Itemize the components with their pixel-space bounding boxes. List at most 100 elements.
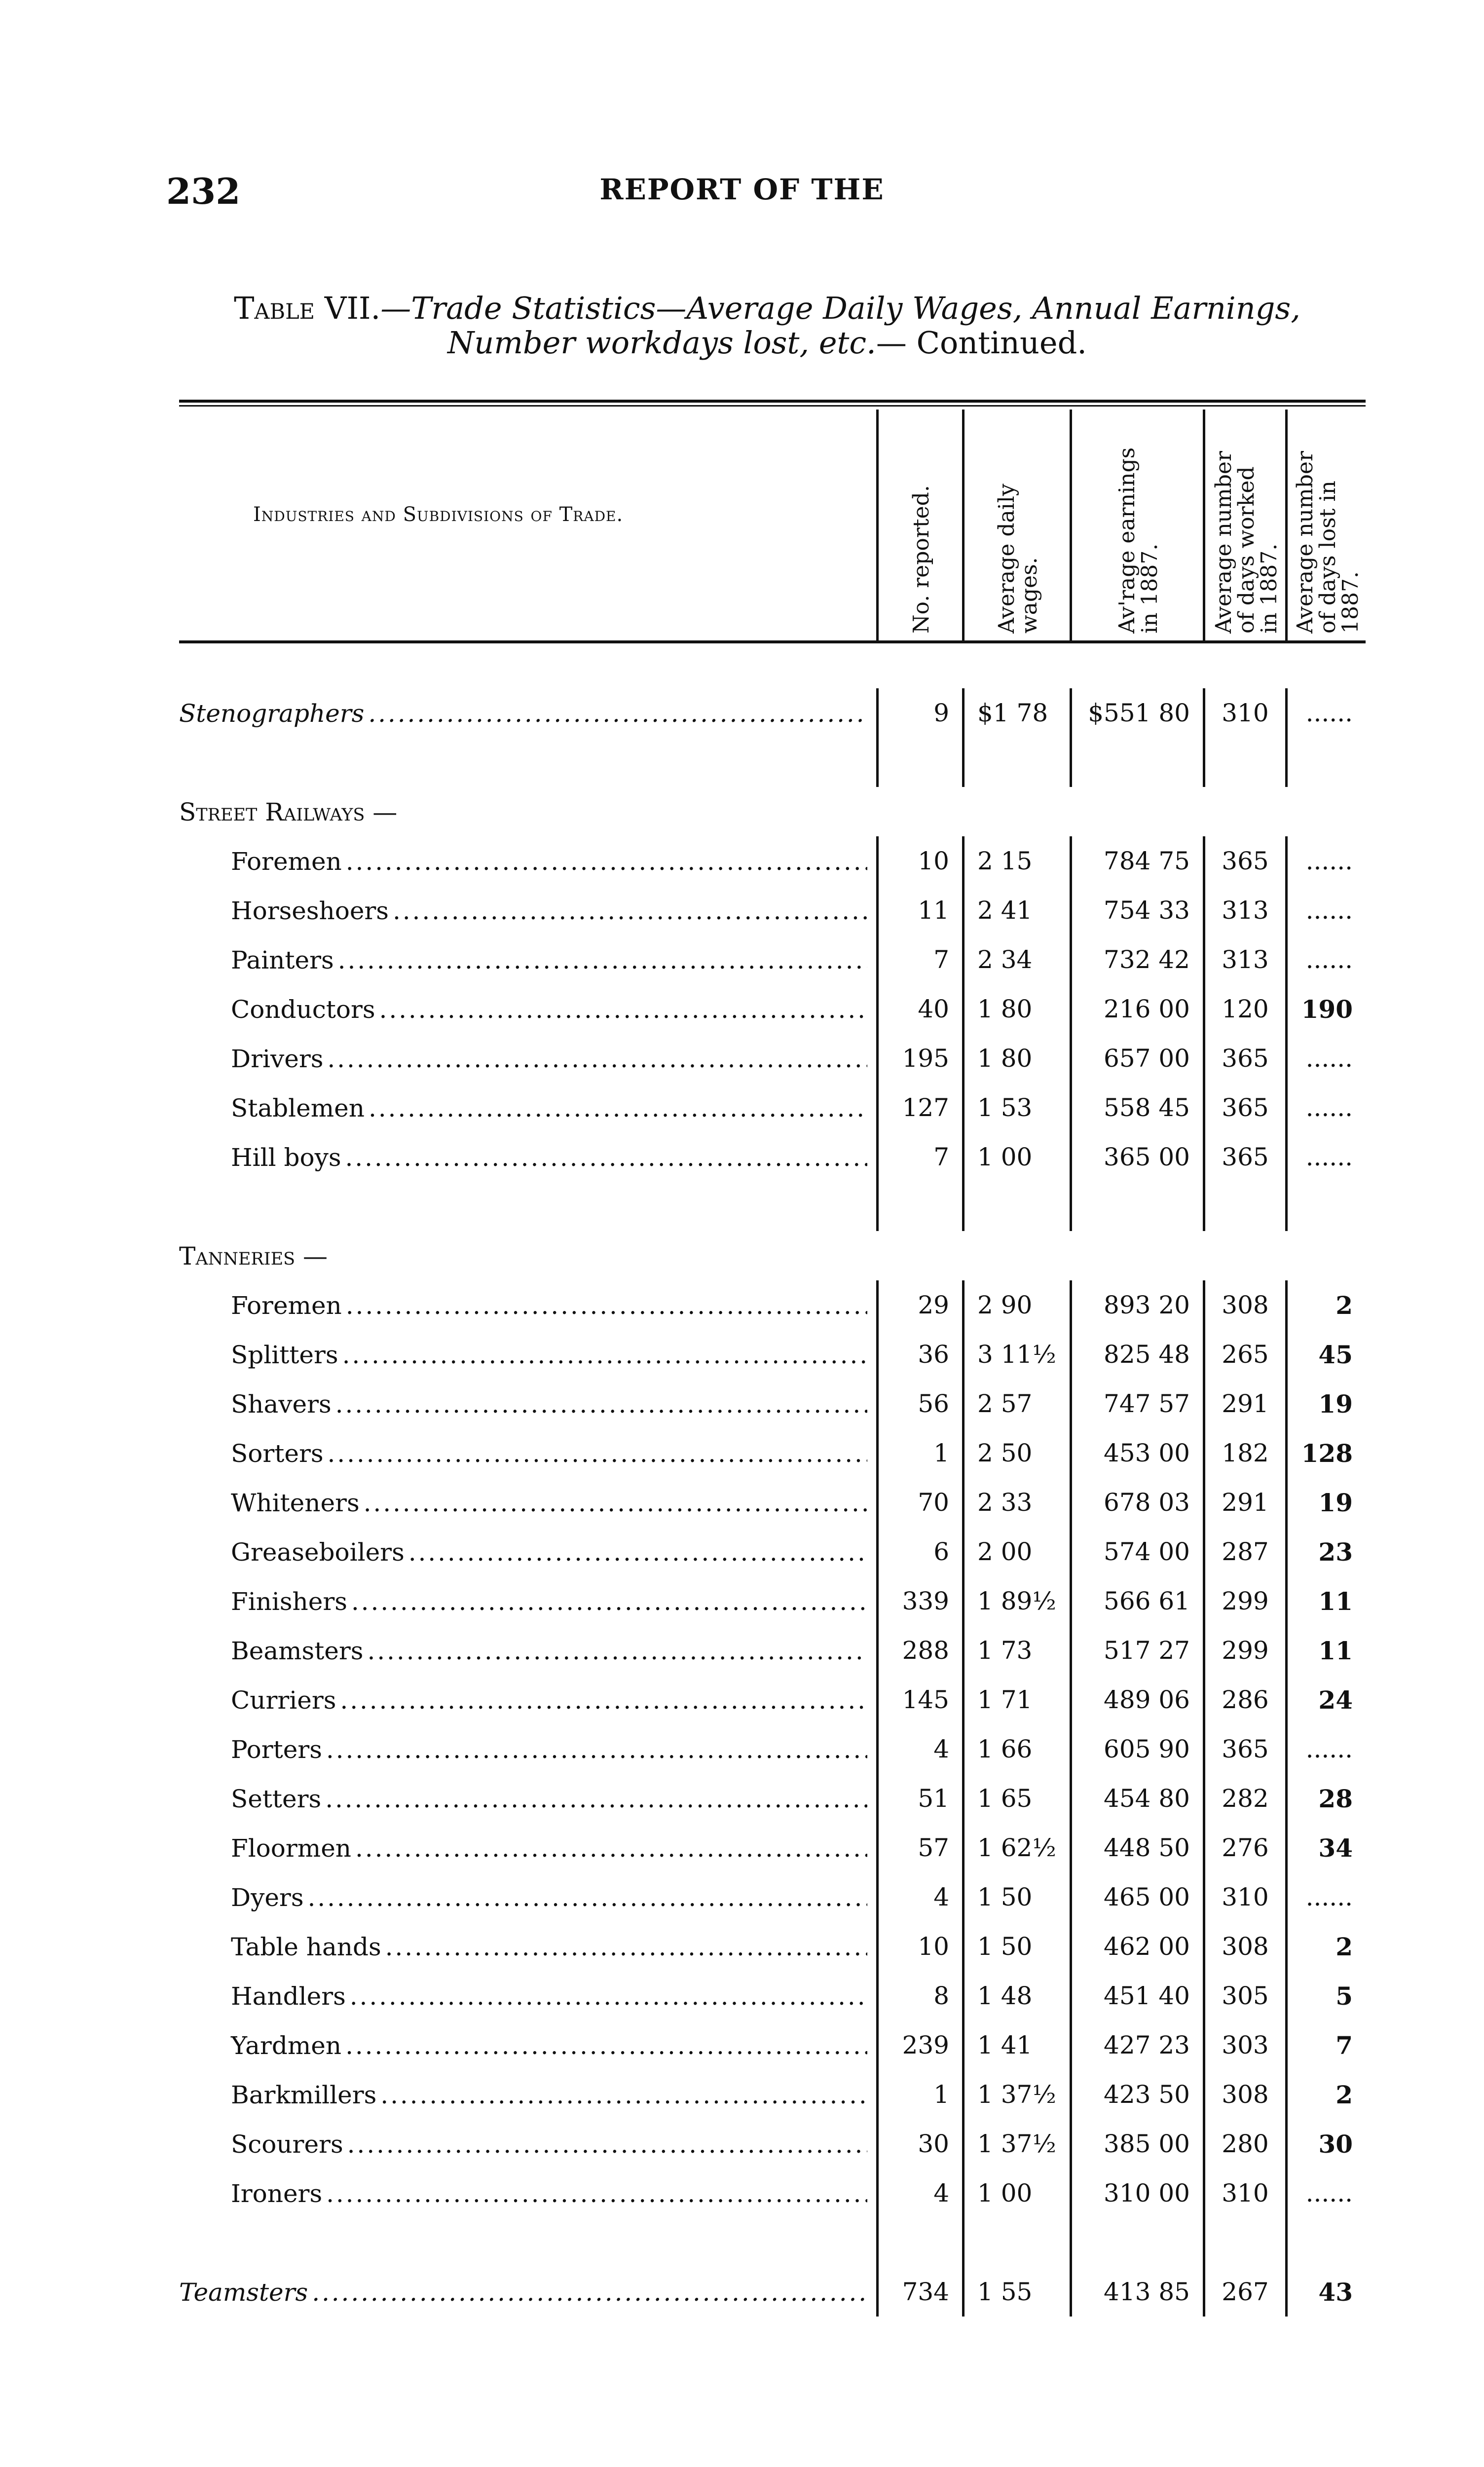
cell-avg-days-worked: 310 bbox=[1203, 1872, 1285, 1922]
cell-avg-daily-wages: 1 71 bbox=[962, 1675, 1070, 1724]
dot-leader bbox=[342, 1341, 867, 1369]
cell-no-reported: 56 bbox=[876, 1379, 962, 1428]
top-rule-thin bbox=[179, 405, 1366, 407]
cell-avg-earnings: 462 00 bbox=[1070, 1922, 1203, 1971]
column-rule bbox=[1070, 1182, 1203, 1231]
row-label-text: Splitters bbox=[231, 1341, 338, 1369]
cell-avg-days-lost: 23 bbox=[1285, 1527, 1366, 1576]
cell-avg-days-worked: 305 bbox=[1203, 1971, 1285, 2020]
cell-avg-days-worked: 310 bbox=[1203, 2168, 1285, 2218]
row-label-text: Floormen bbox=[231, 1834, 351, 1863]
row-label-text: Horseshoers bbox=[231, 897, 389, 925]
cell-avg-earnings: 747 57 bbox=[1070, 1379, 1203, 1428]
column-rule bbox=[1203, 1182, 1285, 1231]
row-label-text: Handlers bbox=[231, 1982, 346, 2011]
row-label: Hill boys bbox=[231, 1143, 867, 1172]
cell-avg-days-lost: 7 bbox=[1285, 2020, 1366, 2070]
row-label: Drivers bbox=[231, 1045, 867, 1073]
cell-no-reported: 1 bbox=[876, 2070, 962, 2119]
cell-avg-daily-wages: 1 50 bbox=[962, 1922, 1070, 1971]
header-avg-days-lost-text: Average number of days lost in 1887. bbox=[1292, 451, 1363, 634]
top-rule bbox=[179, 400, 1366, 403]
cell-avg-days-lost: ...... bbox=[1285, 1132, 1366, 1182]
cell-no-reported: 6 bbox=[876, 1527, 962, 1576]
row-label: Foremen bbox=[231, 1291, 867, 1320]
cell-no-reported: 1 bbox=[876, 1428, 962, 1478]
cell-avg-daily-wages: 2 34 bbox=[962, 935, 1070, 984]
dot-leader bbox=[364, 1489, 867, 1517]
table-row: Stenographers 9$1 78$551 80310...... bbox=[179, 688, 1366, 738]
cell-avg-daily-wages: 1 55 bbox=[962, 2267, 1070, 2317]
row-label: Greaseboilers bbox=[231, 1538, 867, 1567]
header-avg-daily-wages-text: Average daily wages. bbox=[994, 484, 1042, 634]
row-label: Foremen bbox=[231, 847, 867, 876]
cell-avg-earnings: 558 45 bbox=[1070, 1083, 1203, 1132]
cell-avg-earnings: 893 20 bbox=[1070, 1280, 1203, 1330]
table-label: Table VII. bbox=[234, 290, 381, 326]
cell-avg-earnings: 754 33 bbox=[1070, 886, 1203, 935]
spacer-row bbox=[179, 1182, 1366, 1231]
dot-leader bbox=[326, 1735, 867, 1764]
page-number: 232 bbox=[166, 170, 241, 212]
spacer-row bbox=[179, 738, 1366, 787]
cell-avg-days-lost: 5 bbox=[1285, 1971, 1366, 2020]
cell-avg-daily-wages: 1 00 bbox=[962, 1132, 1070, 1182]
dot-leader bbox=[328, 1439, 868, 1468]
cell-avg-days-lost: ...... bbox=[1285, 836, 1366, 886]
cell-avg-earnings: 566 61 bbox=[1070, 1576, 1203, 1626]
dot-leader bbox=[369, 1094, 867, 1122]
dot-leader bbox=[380, 2081, 867, 2109]
cell-avg-daily-wages: 1 53 bbox=[962, 1083, 1070, 1132]
dot-leader bbox=[351, 1587, 867, 1616]
cell-no-reported: 4 bbox=[876, 2168, 962, 2218]
cell-avg-days-lost: 190 bbox=[1285, 984, 1366, 1034]
row-label-text: Painters bbox=[231, 946, 334, 974]
cell-avg-daily-wages: 1 41 bbox=[962, 2020, 1070, 2070]
cell-avg-days-lost: 128 bbox=[1285, 1428, 1366, 1478]
cell-avg-days-worked: 313 bbox=[1203, 935, 1285, 984]
cell-avg-days-lost: 2 bbox=[1285, 2070, 1366, 2119]
running-head: REPORT OF THE bbox=[599, 173, 885, 206]
cell-avg-days-worked: 265 bbox=[1203, 1330, 1285, 1379]
row-label-text: Conductors bbox=[231, 995, 375, 1024]
row-label: Porters bbox=[231, 1735, 867, 1764]
row-label: Finishers bbox=[231, 1587, 867, 1616]
cell-avg-days-lost: 19 bbox=[1285, 1379, 1366, 1428]
column-rule bbox=[1070, 2218, 1203, 2267]
row-label-text: Curriers bbox=[231, 1686, 336, 1715]
cell-avg-daily-wages: 1 48 bbox=[962, 1971, 1070, 2020]
cell-avg-days-lost: 11 bbox=[1285, 1576, 1366, 1626]
cell-avg-daily-wages: 2 57 bbox=[962, 1379, 1070, 1428]
dot-leader bbox=[345, 2031, 867, 2060]
cell-avg-days-lost: 2 bbox=[1285, 1922, 1366, 1971]
cell-avg-days-worked: 365 bbox=[1203, 1132, 1285, 1182]
cell-avg-earnings: 605 90 bbox=[1070, 1724, 1203, 1774]
dot-leader bbox=[340, 1686, 867, 1715]
row-label-text: Shavers bbox=[231, 1390, 332, 1419]
cell-no-reported: 70 bbox=[876, 1478, 962, 1527]
column-rule bbox=[1203, 2218, 1285, 2267]
table-body: Stenographers9$1 78$551 80310......Stree… bbox=[179, 688, 1366, 2317]
dot-leader bbox=[346, 1291, 867, 1320]
cell-avg-days-worked: 291 bbox=[1203, 1379, 1285, 1428]
cell-avg-daily-wages: 2 15 bbox=[962, 836, 1070, 886]
cell-avg-earnings: 310 00 bbox=[1070, 2168, 1203, 2218]
row-label-text: Ironers bbox=[231, 2179, 323, 2208]
row-label: Scourers bbox=[231, 2130, 867, 2159]
column-rule bbox=[962, 1182, 1070, 1231]
cell-avg-earnings: 216 00 bbox=[1070, 984, 1203, 1034]
cell-avg-daily-wages: 1 65 bbox=[962, 1774, 1070, 1823]
header-no-reported-text: No. reported. bbox=[909, 485, 934, 634]
dot-leader bbox=[408, 1538, 867, 1567]
row-label-text: Setters bbox=[231, 1785, 322, 1813]
cell-no-reported: 4 bbox=[876, 1872, 962, 1922]
cell-avg-daily-wages: 1 80 bbox=[962, 1034, 1070, 1083]
cell-avg-earnings: 423 50 bbox=[1070, 2070, 1203, 2119]
